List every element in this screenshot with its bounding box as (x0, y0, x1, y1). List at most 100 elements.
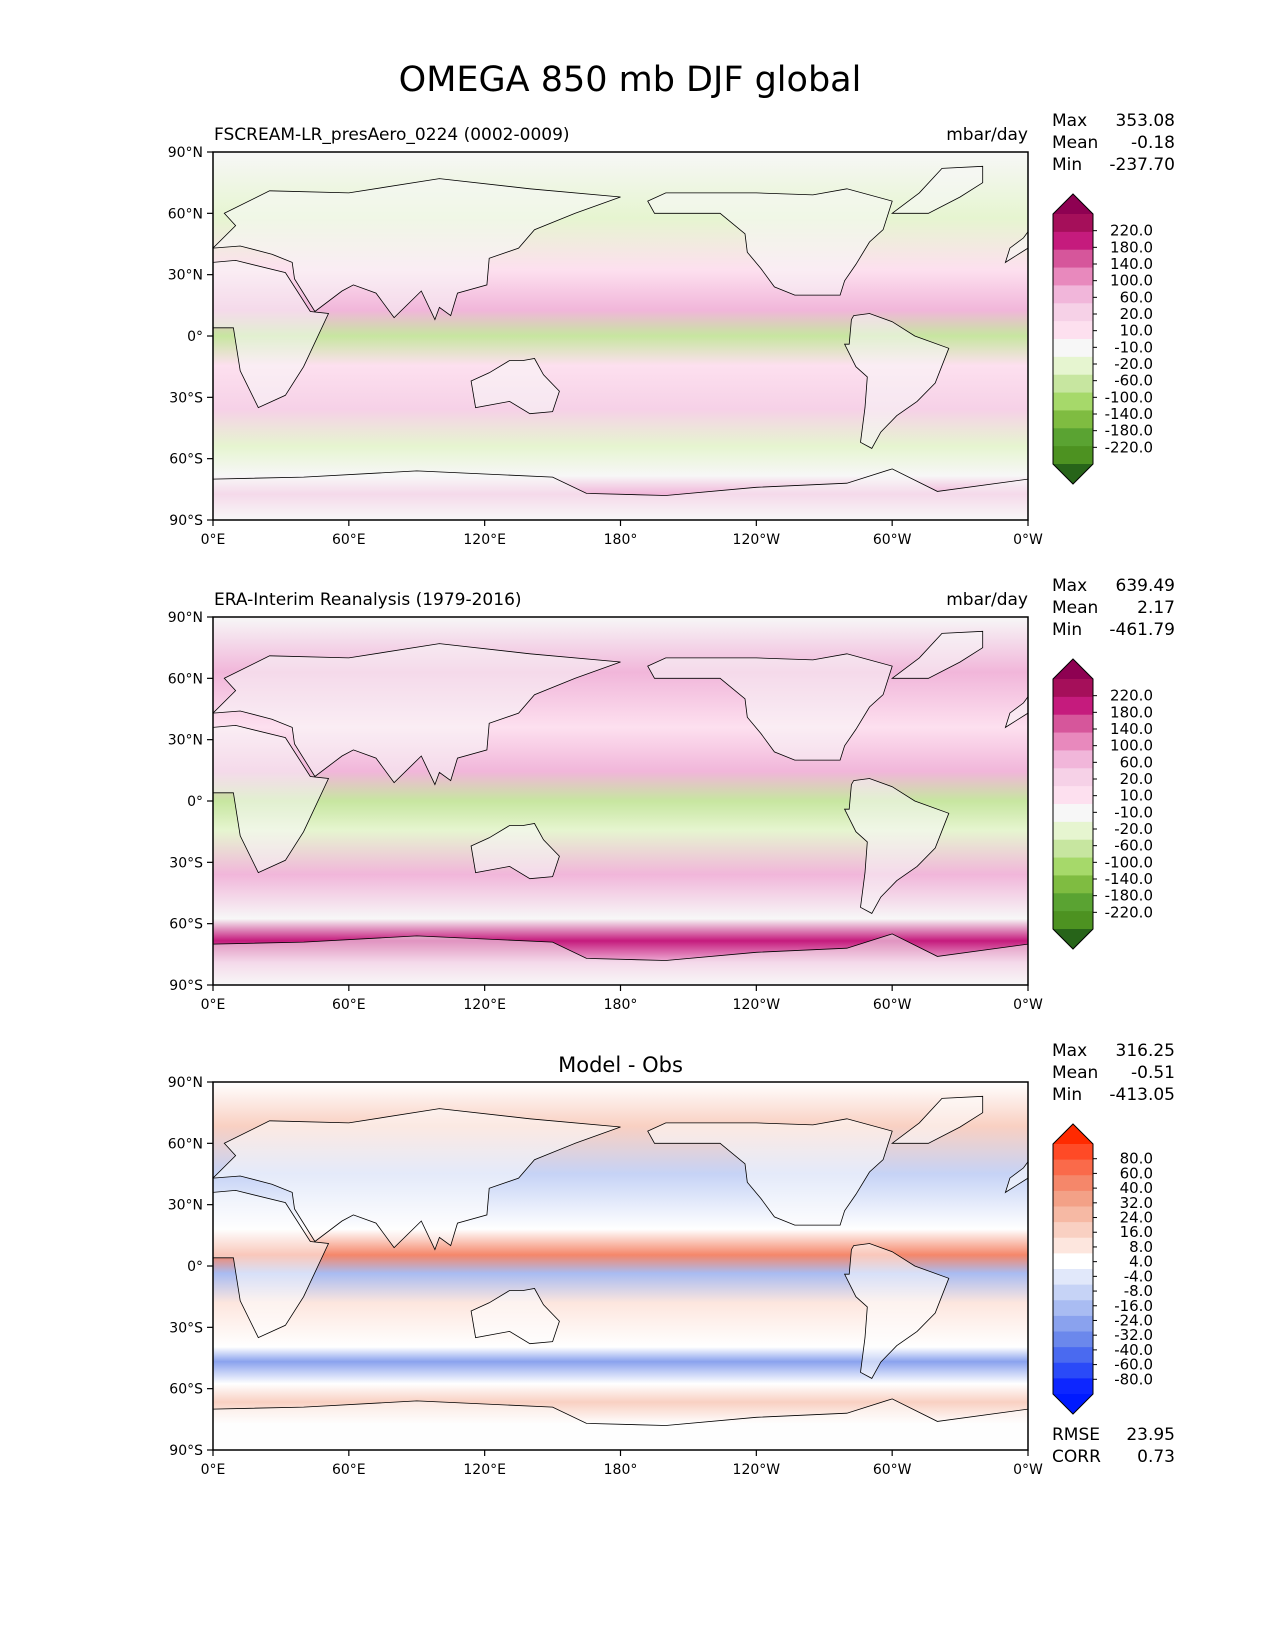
colorbar-label: -140.0 (1105, 405, 1153, 423)
coastline (470, 358, 560, 415)
lat-tick-label: 60°S (169, 917, 203, 933)
coastline (213, 1108, 621, 1251)
colorbar-label: -40.0 (1114, 1341, 1153, 1359)
lon-tick-label: 0°E (201, 1462, 226, 1478)
lat-tick-label: 60°N (168, 671, 203, 687)
colorbar-segment (1053, 1378, 1093, 1395)
colorbar-label: 32.0 (1120, 1194, 1153, 1212)
lon-tick-label: 180° (604, 997, 638, 1013)
coastline (891, 1095, 984, 1144)
map-field (213, 1082, 1028, 1450)
lat-tick-label: 30°N (168, 268, 203, 284)
colorbar-segment (1053, 428, 1093, 447)
colorbar-label: 20.0 (1120, 305, 1153, 323)
stat-value: 316.25 (1116, 1041, 1175, 1061)
colorbar-extend-bottom (1053, 464, 1093, 484)
colorbar-label: -220.0 (1105, 438, 1153, 456)
stat-value: -461.79 (1109, 620, 1175, 640)
colorbar-segment (1053, 1190, 1093, 1207)
colorbar-segment (1053, 768, 1093, 787)
colorbar-segment (1053, 911, 1093, 930)
coastline (213, 1398, 1028, 1450)
colorbar-label: -100.0 (1105, 853, 1153, 871)
colorbar-segment (1053, 249, 1093, 269)
lat-tick-label: 90°N (168, 145, 203, 161)
stat-label: Min (1052, 620, 1082, 640)
colorbar-segment (1053, 267, 1093, 286)
coastline (213, 1189, 330, 1339)
coastline (213, 468, 1028, 520)
lon-tick-label: 0°W (1013, 1462, 1043, 1478)
colorbar-label: -4.0 (1124, 1267, 1153, 1285)
lon-tick-label: 0°W (1013, 997, 1043, 1013)
colorbar-label: 140.0 (1110, 255, 1153, 273)
panel-left-title: ERA-Interim Reanalysis (1979-2016) (214, 590, 522, 610)
colorbar-segment (1053, 1347, 1093, 1364)
colorbar-segment (1053, 804, 1093, 823)
stat-value: -237.70 (1109, 155, 1175, 175)
coastline (213, 259, 330, 409)
colorbar-segment (1053, 1300, 1093, 1317)
bottom-stat-value: 0.73 (1137, 1447, 1175, 1467)
colorbar-outline (1052, 1123, 1094, 1415)
lon-tick-label: 0°W (1013, 532, 1043, 548)
colorbar-label: -24.0 (1114, 1311, 1153, 1329)
colorbar-segment (1053, 839, 1093, 859)
panel-diff: 90°N 60°N 30°N 0° 30°S 60°S 90°S 0°E 60°E 120°E 18… (168, 1041, 1175, 1478)
lat-tick-label: 30°S (169, 390, 203, 406)
stat-value: -413.05 (1109, 1085, 1175, 1105)
panel-units: mbar/day (946, 590, 1028, 610)
coastline (1004, 696, 1028, 729)
colorbar-segment (1053, 714, 1093, 734)
coastline (1004, 1161, 1028, 1194)
map-field (213, 617, 1028, 985)
colorbar-segment (1053, 875, 1093, 894)
coastline (647, 653, 893, 761)
colorbar-segment (1053, 1159, 1093, 1176)
colorbar-label: -20.0 (1114, 820, 1153, 838)
panel-left-title: FSCREAM-LR_presAero_0224 (0002-0009) (214, 125, 570, 145)
colorbar-label: 100.0 (1110, 737, 1153, 755)
colorbar-label: -20.0 (1114, 355, 1153, 373)
colorbar-label: 40.0 (1120, 1179, 1153, 1197)
colorbar-label: 4.0 (1129, 1253, 1153, 1271)
stat-value: -0.18 (1131, 133, 1175, 153)
lon-tick-label: 120°W (733, 997, 781, 1013)
stat-label: Max (1052, 1041, 1087, 1061)
lat-tick-label: 30°S (169, 855, 203, 871)
lon-tick-label: 60°E (332, 532, 366, 548)
colorbar-label: -10.0 (1114, 338, 1153, 356)
colorbar-segment (1053, 1331, 1093, 1348)
colorbar-segment (1053, 231, 1093, 251)
lat-tick-label: 30°S (169, 1320, 203, 1336)
colorbar-label: 60.0 (1120, 1164, 1153, 1182)
lat-tick-label: 0° (187, 794, 203, 810)
lon-tick-label: 60°W (873, 532, 912, 548)
coastline (891, 630, 984, 679)
colorbar-label: -180.0 (1105, 422, 1153, 440)
colorbar-label: -8.0 (1124, 1282, 1153, 1300)
colorbar-segment (1053, 1144, 1093, 1161)
colorbar-segment (1053, 1253, 1093, 1270)
lon-tick-label: 180° (604, 1462, 638, 1478)
lon-tick-label: 180° (604, 532, 638, 548)
stat-label: Max (1052, 576, 1087, 596)
stat-label: Max (1052, 111, 1087, 131)
colorbar-segment (1053, 1237, 1093, 1254)
lat-tick-label: 60°N (168, 206, 203, 222)
lat-tick-label: 30°N (168, 1198, 203, 1214)
coastline (213, 178, 621, 321)
colorbar-label: 16.0 (1120, 1223, 1153, 1241)
colorbar-segment (1053, 679, 1093, 698)
bottom-stat-label: CORR (1052, 1447, 1101, 1467)
colorbar-label: -100.0 (1105, 388, 1153, 406)
colorbar-segment (1053, 1206, 1093, 1223)
colorbar-label: -80.0 (1114, 1370, 1153, 1388)
lat-tick-label: 30°N (168, 733, 203, 749)
lon-tick-label: 120°W (733, 1462, 781, 1478)
colorbar-extend-bottom (1053, 929, 1093, 949)
colorbar-segment (1053, 821, 1093, 841)
colorbar-segment (1053, 893, 1093, 912)
stat-label: Min (1052, 1085, 1082, 1105)
